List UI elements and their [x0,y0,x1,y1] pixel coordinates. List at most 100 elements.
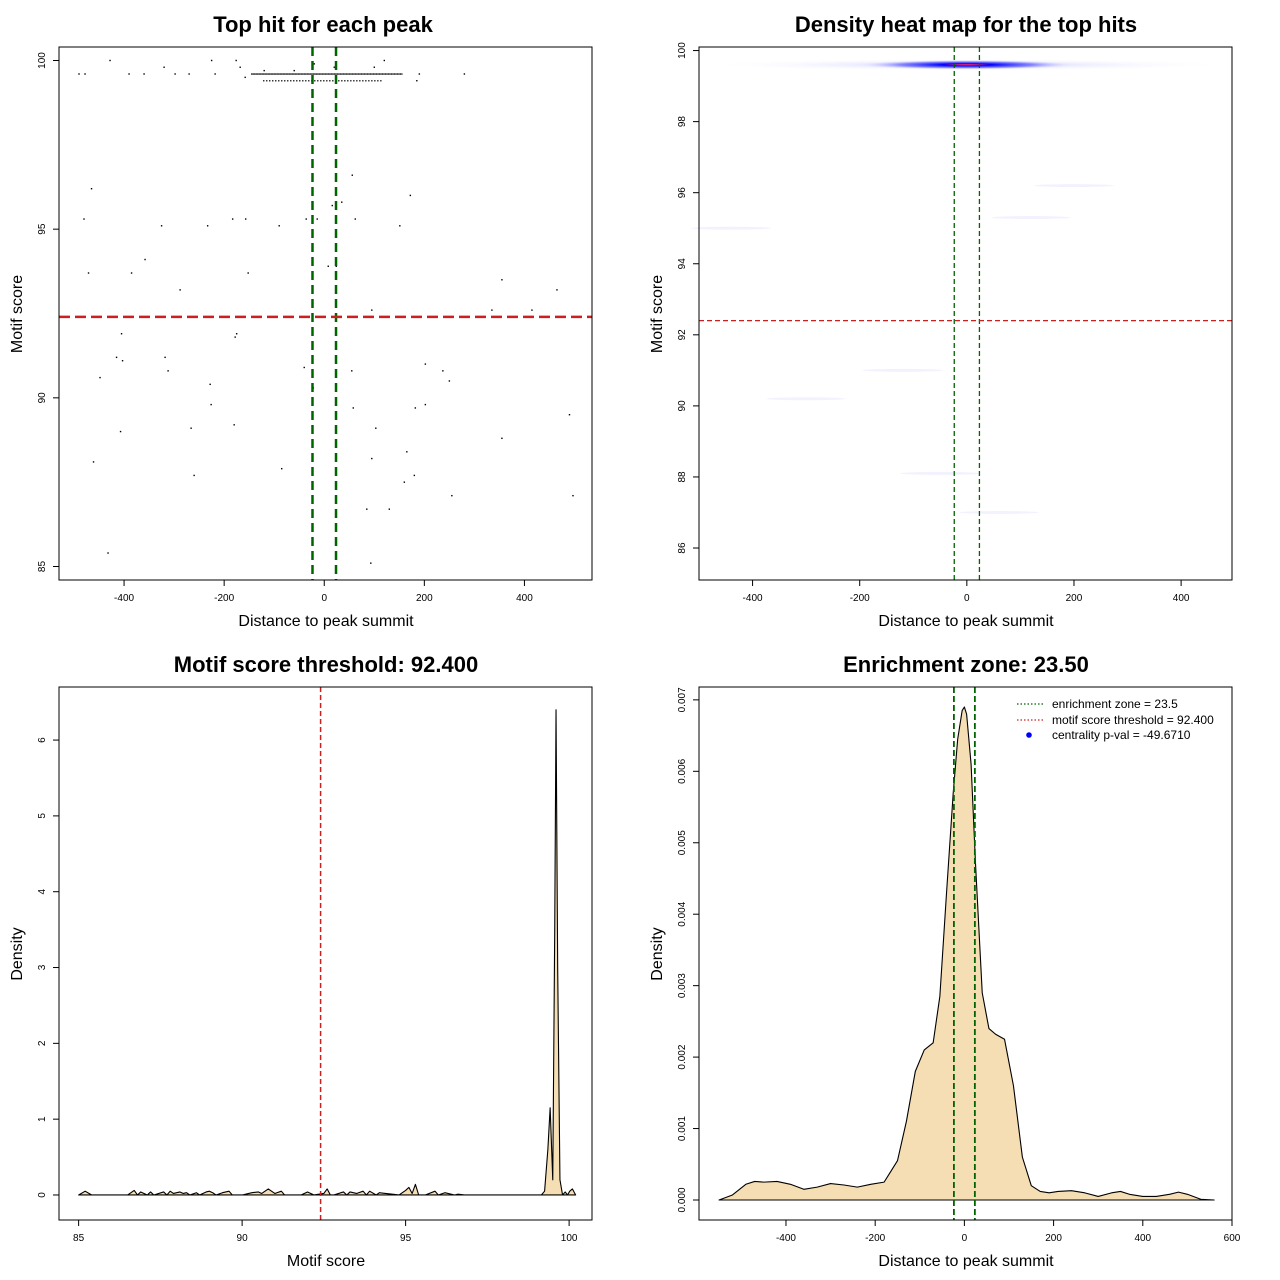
heatmap-y-tick-label: 90 [677,400,688,412]
cluster-point [260,73,262,75]
scatter-point [278,225,280,227]
legend-dot-centrality [1026,732,1032,738]
heatmap-plot-frame [698,46,1233,581]
scatter-point [99,376,101,379]
cluster-point [365,73,367,75]
cluster-point [293,80,295,82]
cluster-point [251,73,253,75]
scatter-y-ticks: 85 90 95 100 [37,52,59,572]
cluster-point [341,73,343,75]
score-density-x-tick-label: 100 [561,1233,578,1244]
scatter-point [406,451,408,453]
distance-density-y-tick-label: 0.001 [677,1116,688,1141]
cluster-point [353,80,355,82]
scatter-point [144,258,146,261]
scatter-point [263,69,265,72]
cluster-point [308,80,310,82]
cluster-point [399,73,402,75]
scatter-point [87,272,90,274]
heatmap-y-tick-label: 98 [677,116,688,128]
cluster-point [342,73,344,75]
distance-density-x-tick-label: -200 [865,1233,885,1244]
cluster-point [335,73,337,75]
scatter-point [373,66,375,68]
cluster-point [320,73,322,75]
scatter-x-tick-label: -400 [114,593,134,604]
scatter-plot-frame [58,46,593,581]
distance-density-panel: Enrichment zone: 23.50 -400 -200 0 200 400 60… [649,652,1241,1270]
cluster-point [278,73,280,75]
cluster-point [255,73,257,75]
scatter-point [235,59,237,62]
cluster-point [377,80,379,82]
cluster-point [306,73,308,75]
scatter-point [414,407,417,409]
cluster-point [261,73,263,75]
cluster-point [275,80,277,82]
cluster-point [338,80,340,82]
heatmap-faint-streak [1033,184,1114,188]
cluster-point [273,73,275,75]
scatter-y-tick-label: 95 [37,223,48,235]
scatter-point [351,370,353,372]
heatmap-panel: Density heat map for the top hits -400 -2… [649,12,1233,630]
scatter-point [234,336,236,338]
cluster-point [354,73,356,75]
scatter-point [206,225,209,227]
scatter-point [418,73,421,75]
scatter-point [416,80,418,82]
distance-density-y-axis-label: Density [649,927,666,980]
cluster-point [329,73,331,75]
heatmap-faint-streak [958,510,1039,514]
cluster-point [284,73,286,75]
scatter-point [354,218,356,220]
scatter-point [210,59,213,62]
cluster-point [333,73,335,75]
cluster-point [395,73,397,75]
scatter-marks [59,47,592,580]
cluster-point [381,73,384,75]
cluster-point [386,73,388,75]
score-density-plot-frame [58,686,593,1221]
cluster-point [318,73,320,75]
scatter-point [209,383,211,386]
cluster-point [344,73,346,75]
cluster-point [285,73,287,75]
cluster-point [264,73,266,75]
distance-density-y-ticks: 0.000 0.001 0.002 0.003 0.004 0.005 0.006 0.007 [677,687,699,1213]
scatter-point [383,59,386,62]
scatter-x-ticks: -400 -200 0 200 400 [114,580,533,604]
cluster-point [336,73,338,75]
cluster-point [282,73,284,75]
score-density-x-ticks: 85 90 95 100 [73,1220,578,1244]
cluster-point [326,80,328,82]
cluster-point [315,73,317,75]
cluster-point [387,73,390,75]
heatmap-faint-streak [766,397,847,401]
distance-density-y-tick-label: 0.004 [677,901,688,926]
scatter-point [193,474,195,477]
cluster-point [281,80,283,82]
scatter-point [235,333,238,335]
cluster-point [279,73,281,75]
cluster-point [378,73,381,75]
cluster-point [270,73,272,75]
cluster-point [332,73,334,75]
scatter-point [128,73,130,75]
scatter-point [531,309,533,311]
heatmap-title: Density heat map for the top hits [795,12,1137,37]
scatter-point [244,76,246,79]
cluster-point [392,73,394,75]
scatter-x-tick-label: 0 [321,593,327,604]
scatter-point [163,66,165,68]
cluster-point [257,73,259,75]
cluster-point [324,73,326,75]
scatter-point [501,437,503,440]
cluster-point [380,80,382,82]
distance-density-x-tick-label: 200 [1045,1233,1062,1244]
scatter-point [413,474,416,477]
scatter-x-axis-label: Distance to peak summit [238,613,414,630]
scatter-point [107,552,109,554]
cluster-point [263,73,265,75]
scatter-point [341,201,343,203]
